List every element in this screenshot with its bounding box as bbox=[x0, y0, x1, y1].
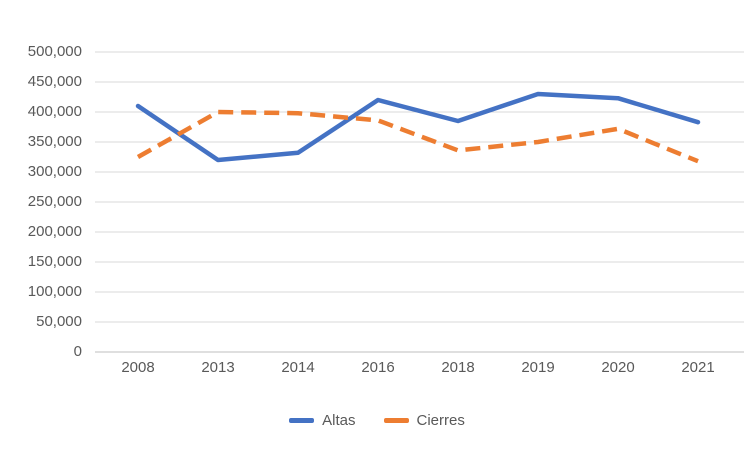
x-tick-label: 2019 bbox=[521, 359, 555, 376]
x-tick-label: 2016 bbox=[361, 359, 395, 376]
x-tick-label: 2018 bbox=[441, 359, 475, 376]
y-tick-label: 100,000 bbox=[27, 283, 82, 300]
x-tick-label: 2021 bbox=[681, 359, 715, 376]
legend-item-cierres: Cierres bbox=[383, 411, 465, 429]
y-tick-label: 250,000 bbox=[27, 193, 82, 210]
y-tick-label: 150,000 bbox=[27, 253, 82, 270]
x-tick-label: 2020 bbox=[601, 359, 635, 376]
x-tick-label: 2014 bbox=[281, 359, 315, 376]
y-tick-label: 0 bbox=[73, 343, 82, 360]
series-line-cierres bbox=[136, 109, 699, 164]
x-tick-label: 2013 bbox=[201, 359, 235, 376]
y-tick-label: 500,000 bbox=[27, 43, 82, 60]
y-tick-label: 50,000 bbox=[36, 313, 82, 330]
series-line-altas bbox=[135, 91, 701, 163]
legend-label: Altas bbox=[322, 411, 356, 429]
y-tick-label: 200,000 bbox=[27, 223, 82, 240]
legend-marker-altas bbox=[289, 417, 315, 423]
legend-marker-cierres bbox=[383, 417, 409, 423]
x-tick-label: 2008 bbox=[121, 359, 155, 376]
legend-item-altas: Altas bbox=[289, 411, 356, 429]
y-tick-label: 350,000 bbox=[27, 133, 82, 150]
y-tick-label: 450,000 bbox=[27, 73, 82, 90]
y-tick-label: 300,000 bbox=[27, 163, 82, 180]
y-tick-label: 400,000 bbox=[27, 103, 82, 120]
legend-label: Cierres bbox=[416, 411, 465, 429]
chart-legend: Altas Cierres bbox=[0, 407, 754, 433]
